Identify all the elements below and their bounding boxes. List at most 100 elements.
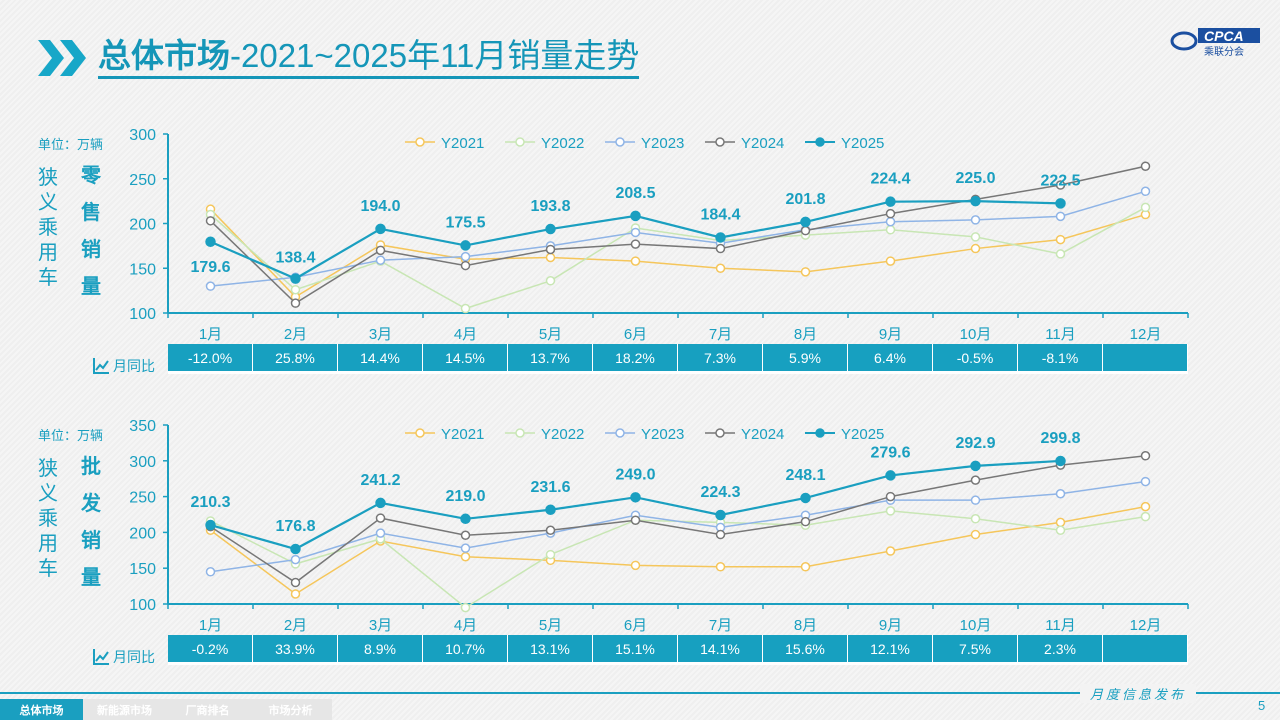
yoy-cell: 8.9% <box>338 635 422 662</box>
data-label: 201.8 <box>785 191 825 208</box>
data-point <box>630 515 641 525</box>
data-point <box>460 602 471 613</box>
data-point <box>1140 501 1151 512</box>
data-label: 248.1 <box>785 467 825 484</box>
data-point <box>205 567 216 577</box>
data-point <box>800 225 811 236</box>
legend-item-y2021: Y2021 <box>405 135 484 152</box>
legend-item-y2022: Y2022 <box>505 135 584 152</box>
data-point <box>545 252 556 263</box>
data-point <box>970 475 981 485</box>
cpca-logo: CPCA 乘联分会 <box>1170 28 1260 58</box>
data-point <box>460 530 471 541</box>
yoy-row: -12.0% 25.8% 14.4% 14.5% 13.7% 18.2% 7.3% 5.9% 6… <box>168 344 1188 374</box>
yoy-cell: -8.1% <box>1018 344 1102 371</box>
x-tick-label: 7月 <box>709 617 732 634</box>
series-line <box>209 208 1146 298</box>
data-point <box>885 216 896 227</box>
data-point <box>630 560 641 571</box>
legend-marker-icon <box>615 428 625 438</box>
data-point <box>1055 249 1066 259</box>
data-point <box>630 210 641 222</box>
data-point <box>885 256 896 266</box>
legend-label: Y2021 <box>441 135 484 152</box>
legend-marker-icon <box>415 137 425 147</box>
data-point <box>205 236 216 248</box>
yoy-cell: -0.2% <box>168 635 252 662</box>
data-point <box>800 516 811 527</box>
data-label: 179.6 <box>190 259 230 276</box>
data-point <box>205 281 216 291</box>
svg-text:CPCA: CPCA <box>1204 28 1244 44</box>
x-tick-label: 6月 <box>624 326 647 343</box>
yoy-cell: 7.5% <box>933 635 1017 662</box>
data-point <box>885 225 896 235</box>
y-tick-label: 250 <box>129 490 156 507</box>
data-point <box>800 267 811 277</box>
data-point <box>715 263 726 273</box>
legend-label: Y2021 <box>441 426 484 443</box>
data-label: 241.2 <box>360 472 400 489</box>
data-point <box>375 245 386 256</box>
x-tick-label: 4月 <box>454 617 477 634</box>
vehicle-type-label: 狭义乘用车 <box>38 458 58 580</box>
data-point <box>800 562 811 572</box>
data-point <box>375 497 386 509</box>
trend-chart-icon <box>93 358 109 374</box>
yoy-cell: -0.5% <box>933 344 1017 371</box>
yoy-cell: 10.7% <box>423 635 507 662</box>
x-tick-label: 11月 <box>1045 617 1076 634</box>
x-tick-label: 2月 <box>284 617 307 634</box>
data-point <box>1140 476 1151 487</box>
yoy-cell: 2.3% <box>1018 635 1102 662</box>
release-label: 月度信息发布 <box>1080 684 1197 703</box>
data-point <box>375 223 386 235</box>
yoy-cell: 14.1% <box>678 635 762 662</box>
unit-label: 单位：万辆 <box>38 137 104 152</box>
tab-overall-market[interactable]: 总体市场 <box>0 699 83 720</box>
data-point <box>545 223 556 235</box>
tab-market-analysis[interactable]: 市场分析 <box>249 699 332 720</box>
x-tick-label: 2月 <box>284 326 307 343</box>
tab-manufacturer-ranking[interactable]: 厂商排名 <box>166 699 249 720</box>
x-tick-label: 3月 <box>369 617 392 634</box>
data-point <box>545 549 556 560</box>
data-point <box>460 240 471 251</box>
unit-label: 单位：万辆 <box>38 428 104 443</box>
legend-marker-icon <box>815 428 825 438</box>
data-point <box>460 260 471 271</box>
legend-marker-icon <box>415 428 425 438</box>
legend-item-y2025: Y2025 <box>805 426 884 443</box>
data-label: 225.0 <box>955 170 995 187</box>
data-label: 249.0 <box>615 466 655 483</box>
data-point <box>715 509 726 521</box>
data-point <box>970 460 981 472</box>
yoy-cell: 14.4% <box>338 344 422 371</box>
data-point <box>715 529 726 540</box>
data-point <box>460 551 471 562</box>
page-number: 5 <box>1258 698 1266 713</box>
yoy-label: 月同比 <box>92 356 155 376</box>
trend-chart-icon <box>93 649 109 665</box>
y-tick-label: 350 <box>129 418 156 435</box>
data-point <box>1140 186 1151 197</box>
data-point <box>1055 517 1066 528</box>
series-y2025: 179.6 138.4 194.0 175.5 193.8 208.5 184.4 201.8… <box>190 170 1081 284</box>
data-point <box>1140 161 1151 171</box>
series-line <box>210 190 1146 287</box>
page-title: 总体市场-2021~2025年11月销量走势 <box>98 37 640 79</box>
yoy-cell <box>1103 344 1187 371</box>
metric-label: 批发销量 <box>81 456 101 589</box>
data-point <box>630 227 641 238</box>
data-label: 222.5 <box>1040 172 1080 189</box>
yoy-cell: 12.1% <box>848 635 932 662</box>
legend-item-y2024: Y2024 <box>705 426 784 443</box>
yoy-row: -0.2% 33.9% 8.9% 10.7% 13.1% 15.1% 14.1% 15.6% 1… <box>168 635 1188 665</box>
data-point <box>715 243 726 254</box>
yoy-cell: 18.2% <box>593 344 677 371</box>
data-point <box>885 491 896 502</box>
data-point <box>290 273 301 284</box>
data-label: 193.8 <box>530 198 570 215</box>
data-point <box>970 195 981 207</box>
tab-nev-market[interactable]: 新能源市场 <box>83 699 166 720</box>
